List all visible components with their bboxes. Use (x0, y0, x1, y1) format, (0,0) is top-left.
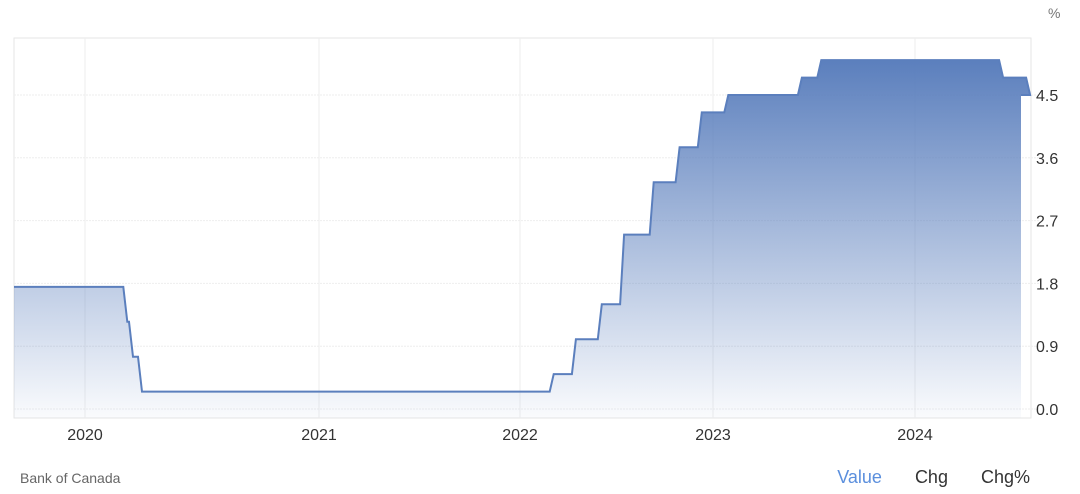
y-tick-label: 0.9 (1036, 339, 1058, 356)
series-area (14, 60, 1031, 418)
x-tick-label: 2022 (502, 427, 538, 444)
x-tick-label: 2024 (897, 427, 933, 444)
source-label: Bank of Canada (20, 470, 121, 486)
x-tick-label: 2021 (301, 427, 337, 444)
y-tick-label: 2.7 (1036, 214, 1058, 231)
y-tick-label: 4.5 (1036, 88, 1058, 105)
y-tick-label: 0.0 (1036, 402, 1058, 419)
x-tick-label: 2023 (695, 427, 731, 444)
series-line (14, 59, 1032, 393)
view-tabs: Value Chg Chg% (837, 467, 1030, 488)
tab-chg[interactable]: Chg (914, 467, 948, 487)
x-tick-label: 2020 (67, 427, 103, 444)
y-tick-label: 1.8 (1036, 276, 1058, 293)
y-tick-label: 3.6 (1036, 151, 1058, 168)
y-unit-label: % (1048, 5, 1060, 21)
tab-value[interactable]: Value (837, 467, 882, 487)
tab-chg-percent[interactable]: Chg% (980, 467, 1030, 487)
interest-rate-chart: 0.0 0.9 1.8 2.7 3.6 4.5 2020 2021 2022 2023 2024 % (13, 5, 1060, 444)
